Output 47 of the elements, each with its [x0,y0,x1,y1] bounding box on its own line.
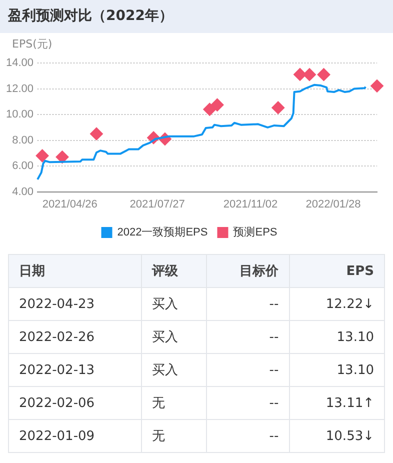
point [302,68,316,82]
point [370,79,384,92]
category-label: 评级 [142,254,206,288]
text: 无 [142,420,206,452]
text: -- [206,288,290,320]
x-tick-label: 2021/07/27 [130,198,185,210]
point [272,101,285,114]
text: 无 [142,386,206,420]
text: 10.53↓ [289,420,384,452]
y-tick-label: 6.00 [12,160,34,172]
y-tick-label: 10.00 [6,108,34,121]
text: 2022-02-06 [8,386,142,420]
text: -- [206,320,290,354]
text: -- [206,420,290,452]
point [36,149,49,162]
x-tick-label: 2021/04/26 [42,198,98,210]
text: 买入 [142,288,206,320]
point [293,68,306,81]
point [90,127,103,140]
text: 2022-01-09 [8,420,142,452]
y-axis-title: EPS(元) [12,37,52,50]
text: 买入 [142,354,206,386]
text: 13.10 [289,354,384,386]
y-tick-label: 4.00 [12,186,34,198]
text: 2022-02-13 [8,354,142,386]
point [210,98,224,112]
text: 12.22↓ [289,288,384,320]
text: 13.10 [289,320,384,354]
text: 买入 [142,320,206,354]
x-tick-label: 2021/11/02 [223,198,278,210]
point [317,68,330,82]
y-tick-label: 8.00 [12,134,34,146]
text: 2022-04-23 [8,288,142,320]
legend-label: 预测EPS [233,226,278,239]
text: -- [206,354,290,386]
text: 13.11↑ [289,386,384,420]
text: 2022-02-26 [8,320,142,354]
chart-title: 盈利预测对比（2022年） [0,0,393,33]
point [203,102,216,116]
category-label: 日期 [8,254,142,288]
text: -- [206,386,290,420]
y-tick-label: 14.00 [6,57,34,70]
category-label: 目标价 [206,254,290,288]
category-label: EPS [289,254,384,288]
x-tick-label: 2022/01/28 [306,198,361,210]
y-tick-label: 12.00 [6,82,34,95]
legend-label: 2022一致预期EPS [117,226,208,239]
